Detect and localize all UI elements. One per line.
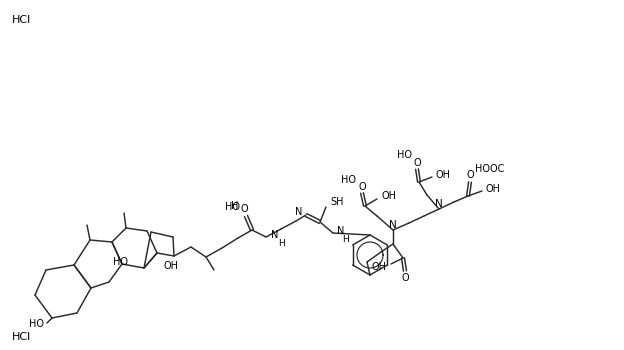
Text: HO: HO: [397, 150, 412, 160]
Text: H: H: [342, 234, 349, 244]
Text: O: O: [401, 273, 409, 283]
Text: OH: OH: [372, 262, 387, 272]
Text: H: H: [278, 238, 285, 247]
Text: O: O: [358, 182, 366, 192]
Text: HO: HO: [113, 257, 128, 267]
Text: HO: HO: [341, 175, 356, 185]
Text: OH: OH: [163, 261, 178, 271]
Text: O: O: [413, 158, 421, 168]
Text: SH: SH: [330, 197, 343, 207]
Text: OH: OH: [436, 170, 451, 180]
Text: N: N: [337, 226, 344, 236]
Text: N: N: [389, 220, 397, 230]
Text: OH: OH: [486, 184, 501, 194]
Text: H: H: [231, 201, 238, 211]
Text: O: O: [240, 204, 248, 214]
Text: HO: HO: [225, 202, 240, 212]
Text: HCl: HCl: [12, 332, 31, 342]
Text: N: N: [435, 199, 443, 209]
Text: N: N: [271, 230, 278, 240]
Text: N: N: [295, 207, 302, 217]
Text: OH: OH: [381, 191, 396, 201]
Text: O: O: [466, 170, 474, 180]
Text: HCl: HCl: [12, 15, 31, 25]
Text: HOOC: HOOC: [475, 164, 504, 174]
Text: HO: HO: [29, 319, 44, 329]
